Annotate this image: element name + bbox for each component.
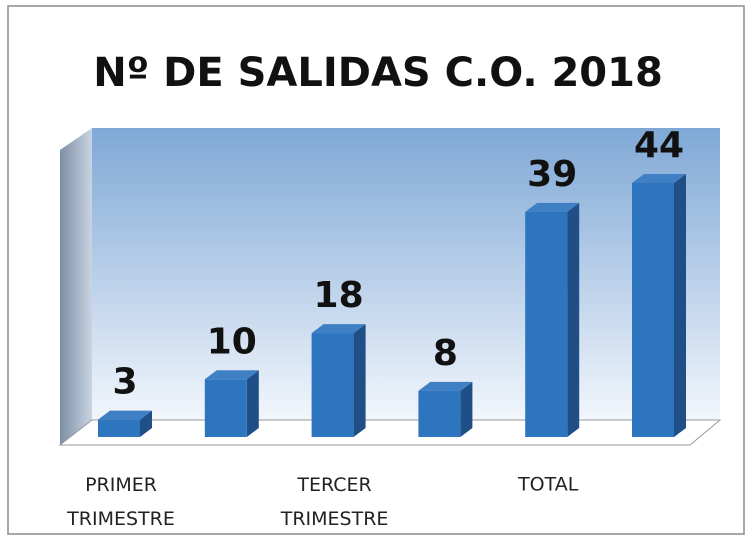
bar [525, 202, 580, 437]
x-tick-label: TERCER TRIMESTRE [280, 474, 389, 530]
label-line: TERCER [296, 474, 371, 496]
bar-side [246, 370, 259, 437]
bar-side [567, 202, 580, 437]
bar-side [460, 381, 473, 437]
bar-front [418, 390, 461, 437]
bar-front [98, 419, 140, 437]
bar [418, 381, 473, 437]
back-wall [92, 128, 720, 420]
bar [204, 370, 259, 437]
value-label: 3 [112, 362, 137, 403]
bar-side [674, 174, 686, 437]
bar-top [418, 381, 473, 391]
value-label: 10 [207, 321, 257, 362]
value-label: 18 [314, 275, 364, 316]
floor [58, 419, 722, 446]
chart-title: Nº DE SALIDAS C.O. 2018 [93, 50, 663, 96]
bar-side [353, 324, 366, 437]
value-label: 8 [433, 333, 458, 374]
bar-top [204, 370, 259, 380]
x-tick-label: TOTAL [517, 474, 579, 496]
bar-top [98, 410, 152, 420]
bar [311, 324, 366, 437]
value-label: 44 [634, 125, 684, 166]
value-label: 39 [527, 154, 577, 195]
bar [98, 410, 152, 437]
bar [632, 174, 686, 437]
bar-front [311, 333, 354, 437]
bar-top [525, 202, 580, 212]
bar-top [632, 174, 686, 183]
bar-front [525, 211, 568, 437]
label-line: PRIMER [85, 474, 157, 496]
bar-front [632, 183, 674, 437]
label-line: TRIMESTRE [66, 508, 175, 530]
bar-side [140, 410, 152, 437]
bar-front [204, 379, 247, 437]
label-line: TRIMESTRE [280, 508, 389, 530]
bar-top [311, 324, 366, 334]
plot: 3 PRIMER TRIMESTRE 10 18 TERCER TRIMESTRE 8 39 TO… [66, 125, 686, 530]
x-tick-label: PRIMER TRIMESTRE [66, 474, 175, 530]
left-wall [60, 128, 92, 445]
